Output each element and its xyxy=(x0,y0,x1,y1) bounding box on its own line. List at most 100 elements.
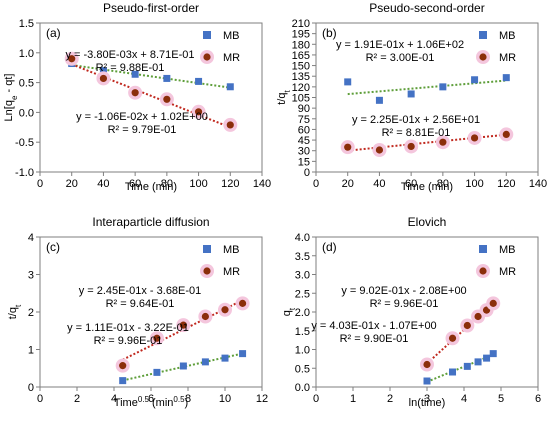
y-axis-label: qt xyxy=(281,307,297,316)
data-point-mr xyxy=(344,143,352,151)
regression-annotation: R² = 9.64E-01 xyxy=(106,298,175,310)
x-tick-label: 3 xyxy=(424,393,430,405)
data-point-mr xyxy=(463,321,471,330)
y-tick-label: 1.5 xyxy=(19,18,34,30)
data-point-mr xyxy=(201,312,209,321)
regression-annotation: R² = 3.00E-01 xyxy=(366,52,435,64)
data-point-mr xyxy=(68,55,76,63)
x-label-sup: 0.5 xyxy=(173,395,185,404)
y-tick-label: 30 xyxy=(298,146,310,158)
y-tick-label: 3 xyxy=(28,270,34,282)
y-tick-label: 2.5 xyxy=(295,288,310,300)
legend-label: MR xyxy=(499,52,516,64)
data-point-mb xyxy=(179,362,187,370)
y-label-sub: t xyxy=(283,89,292,92)
regression-annotation: y = 9.02E-01x - 2.08E+00 xyxy=(341,285,466,297)
regression-annotation: R² = 9.96E-01 xyxy=(94,335,163,347)
x-tick-label: 1 xyxy=(350,393,356,405)
data-point-mb xyxy=(201,358,209,366)
x-tick-label: 5 xyxy=(498,393,504,405)
x-tick-label: 0 xyxy=(37,178,43,190)
x-tick-label: 20 xyxy=(66,178,78,190)
y-tick-label: 1.0 xyxy=(295,345,310,357)
data-point-mr xyxy=(439,138,447,146)
legend-label: MR xyxy=(223,52,240,64)
data-point-mb xyxy=(502,74,510,82)
legend-marker-mr xyxy=(203,53,211,61)
y-tick-label: 0.5 xyxy=(19,78,34,90)
y-tick-label: 60 xyxy=(298,124,310,136)
data-point-mb xyxy=(226,83,234,91)
legend-label: MB xyxy=(223,30,240,42)
y-tick-label: 105 xyxy=(292,93,310,105)
x-tick-label: 120 xyxy=(497,178,515,190)
y-label-part: - xyxy=(3,89,15,93)
y-tick-label: 2.0 xyxy=(295,307,310,319)
data-point-mr xyxy=(131,89,139,97)
y-tick-label: 15 xyxy=(298,156,310,168)
y-tick-label: 165 xyxy=(292,50,310,62)
data-point-mr xyxy=(407,142,415,151)
data-point-mb xyxy=(423,377,431,385)
y-tick-label: 1 xyxy=(28,345,34,357)
data-point-mr xyxy=(470,134,479,142)
data-point-mr xyxy=(238,299,247,307)
chart-title: Elovich xyxy=(408,215,447,229)
data-point-mb xyxy=(474,358,482,366)
data-point-mr xyxy=(474,312,482,321)
x-tick-label: 20 xyxy=(342,178,354,190)
data-point-mb xyxy=(99,67,107,75)
x-tick-label: 80 xyxy=(437,178,449,190)
regression-annotation: R² = 8.81E-01 xyxy=(382,127,451,139)
y-label-part: L xyxy=(3,115,15,121)
x-tick-label: 4 xyxy=(111,393,117,405)
x-tick-label: 0 xyxy=(313,178,319,190)
x-axis-label: Time0.5 (min0.5) xyxy=(114,395,188,410)
y-label-part: ] xyxy=(3,74,15,77)
x-tick-label: 12 xyxy=(256,393,268,405)
y-tick-label: 3.5 xyxy=(295,251,310,263)
regression-annotation: y = 1.11E-01x - 3.22E-01 xyxy=(67,322,189,334)
x-tick-label: 140 xyxy=(529,178,547,190)
y-label-part: q xyxy=(7,307,19,313)
panel-label: (a) xyxy=(46,26,61,40)
y-label-part: q xyxy=(281,310,293,316)
y-tick-label: 0 xyxy=(28,382,34,394)
trendline-mb xyxy=(347,79,507,96)
x-tick-label: 120 xyxy=(221,178,239,190)
legend-label: MR xyxy=(223,266,240,278)
y-axis-label: t/qt xyxy=(276,89,292,104)
y-tick-label: 135 xyxy=(292,71,310,83)
x-tick-label: 0 xyxy=(37,393,43,405)
x-axis-label: ln(time) xyxy=(409,397,446,409)
panel-label: (b) xyxy=(322,26,337,40)
y-tick-label: 45 xyxy=(298,135,310,147)
x-tick-label: 60 xyxy=(129,178,141,190)
y-tick-label: 0.5 xyxy=(295,363,310,375)
data-point-mr xyxy=(99,74,108,83)
regression-annotation: R² = 9.88E-01 xyxy=(96,62,165,74)
y-tick-label: 0.0 xyxy=(295,382,310,394)
y-tick-label: 150 xyxy=(292,61,310,73)
y-label-part: t xyxy=(3,77,15,80)
legend-label: MB xyxy=(223,244,240,256)
data-point-mr xyxy=(489,299,497,307)
x-label-part: (min xyxy=(149,397,173,409)
data-point-mb xyxy=(449,368,457,376)
y-tick-label: 0.0 xyxy=(19,107,34,119)
data-point-mb xyxy=(195,77,203,85)
legend-marker-mb xyxy=(479,31,487,39)
x-label-sup: 0.5 xyxy=(138,395,150,404)
y-label-part: n xyxy=(3,109,15,115)
legend-label: MB xyxy=(499,30,516,42)
x-tick-label: 100 xyxy=(189,178,207,190)
data-point-mb xyxy=(375,96,383,104)
y-label-part: q xyxy=(3,100,15,106)
legend-marker-mr xyxy=(203,267,211,275)
data-point-mr xyxy=(226,121,234,129)
data-point-mb xyxy=(489,350,497,358)
legend-marker-mr xyxy=(479,53,487,61)
panel-d: 0.0 0.5 1.0 1.5 2.0 2.5 3.0 3.5 4.0 0 1 2 3 4 5 6 Elovic… xyxy=(281,215,541,409)
